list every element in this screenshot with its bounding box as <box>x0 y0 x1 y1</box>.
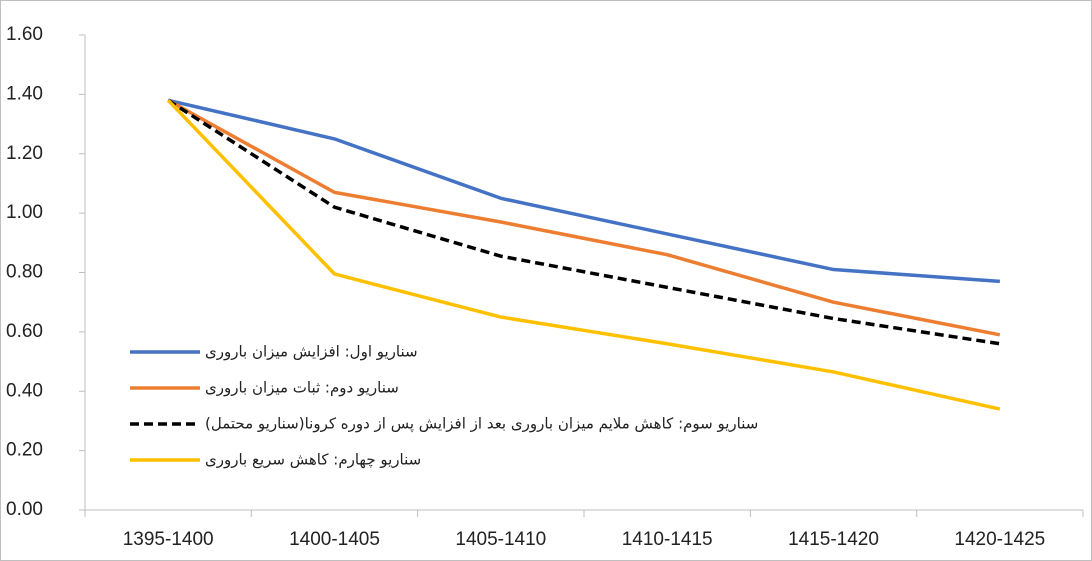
series-line <box>167 98 1000 284</box>
x-tick-label: 1410-1415 <box>622 529 713 550</box>
x-tick-label: 1395-1400 <box>123 529 214 550</box>
y-tick-label: 1.40 <box>6 83 43 104</box>
legend-label: سناریو دوم: ثبات میزان باروری <box>205 379 399 397</box>
x-tick-label: 1415-1420 <box>788 529 879 550</box>
y-tick-label: 1.00 <box>6 202 43 223</box>
y-tick-label: 0.00 <box>6 499 43 520</box>
y-tick-label: 0.20 <box>6 440 43 461</box>
y-tick-label: 1.60 <box>6 24 43 45</box>
legend-label: سناریو اول: افزایش میزان باروری <box>205 343 418 361</box>
y-tick-label: 0.60 <box>6 321 43 342</box>
y-tick-label: 0.80 <box>6 262 43 283</box>
legend-label: سناریو چهارم: کاهش سریع باروری <box>205 451 421 469</box>
series-line <box>167 98 1001 346</box>
series-line <box>167 98 1001 337</box>
y-tick-label: 1.20 <box>6 143 43 164</box>
series-line <box>166 99 1001 411</box>
x-tick-label: 1420-1425 <box>954 529 1045 550</box>
x-tick-label: 1400-1405 <box>289 529 380 550</box>
y-tick-label: 0.40 <box>6 380 43 401</box>
x-tick-label: 1405-1410 <box>455 529 546 550</box>
legend-label: سناریو سوم: کاهش ملایم میزان باروری بعد … <box>205 415 758 434</box>
